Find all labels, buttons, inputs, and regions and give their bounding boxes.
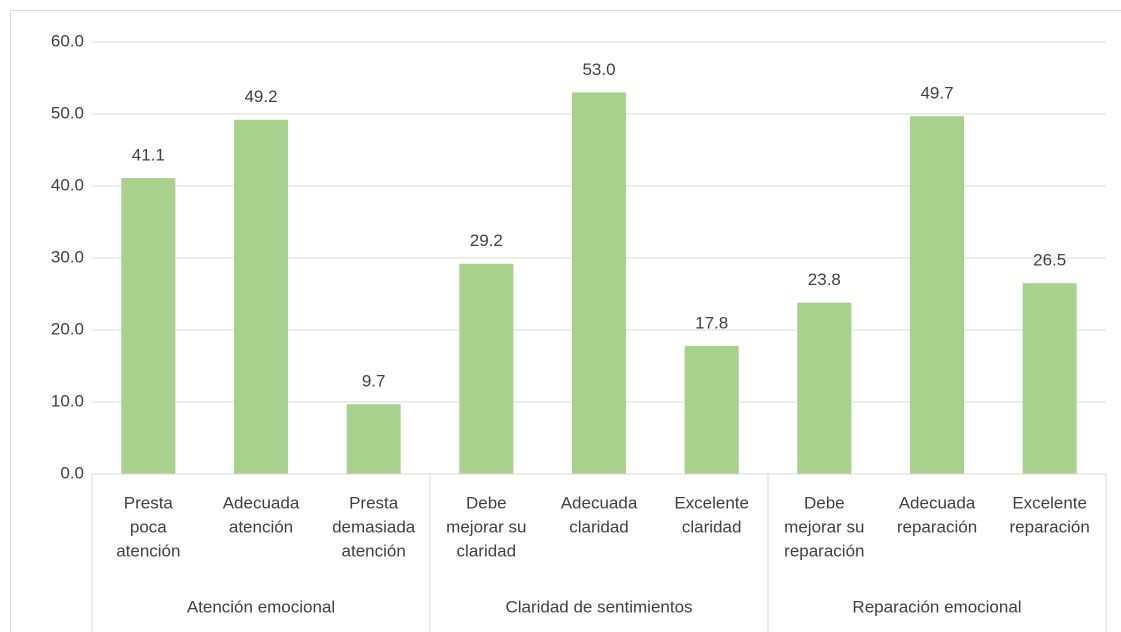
x-tick-label: atención — [342, 541, 406, 560]
group-label: Claridad de sentimientos — [505, 597, 692, 616]
x-tick-label: Debe — [804, 493, 845, 512]
y-tick-label: 50.0 — [51, 103, 84, 122]
x-tick-label: claridad — [682, 517, 742, 536]
y-tick-label: 20.0 — [51, 319, 84, 338]
x-tick-label: Presta — [349, 493, 399, 512]
x-tick-label: atención — [229, 517, 293, 536]
data-label: 53.0 — [582, 60, 615, 79]
x-tick-label: atención — [116, 541, 180, 560]
data-label: 17.8 — [695, 313, 728, 332]
x-tick-label: reparación — [1010, 517, 1090, 536]
data-label: 9.7 — [362, 372, 386, 391]
data-label: 26.5 — [1033, 251, 1066, 270]
y-tick-label: 10.0 — [51, 391, 84, 410]
y-tick-label: 40.0 — [51, 175, 84, 194]
bar — [571, 92, 627, 475]
data-label: 23.8 — [808, 270, 841, 289]
y-tick-label: 60.0 — [51, 31, 84, 50]
data-label: 41.1 — [132, 146, 165, 165]
y-tick-label: 30.0 — [51, 247, 84, 266]
bar — [346, 404, 401, 474]
x-tick-label: Adecuada — [899, 493, 976, 512]
bar — [459, 263, 514, 474]
x-tick-label: Excelente — [1012, 493, 1087, 512]
bar — [797, 302, 852, 474]
x-tick-label: poca — [130, 517, 167, 536]
x-tick-label: Adecuada — [561, 493, 638, 512]
data-label: 49.7 — [920, 84, 953, 103]
x-tick-label: reparación — [897, 517, 977, 536]
bar — [233, 119, 289, 474]
x-tick-label: demasiada — [332, 517, 416, 536]
bar — [121, 178, 176, 474]
bar — [909, 116, 965, 474]
data-label: 49.2 — [244, 87, 277, 106]
group-label: Atención emocional — [187, 597, 335, 616]
chart-border — [10, 10, 1121, 632]
x-tick-label: mejorar su — [446, 517, 526, 536]
x-tick-label: Debe — [466, 493, 507, 512]
x-tick-label: Adecuada — [223, 493, 300, 512]
bar — [1022, 283, 1077, 474]
data-label: 29.2 — [470, 231, 503, 250]
y-tick-label: 0.0 — [60, 463, 84, 482]
x-tick-label: mejorar su — [784, 517, 864, 536]
x-tick-label: Presta — [124, 493, 174, 512]
x-tick-label: Excelente — [674, 493, 749, 512]
x-tick-label: claridad — [457, 541, 517, 560]
group-label: Reparación emocional — [852, 597, 1021, 616]
x-tick-label: claridad — [569, 517, 629, 536]
x-tick-label: reparación — [784, 541, 864, 560]
bar — [684, 345, 739, 474]
